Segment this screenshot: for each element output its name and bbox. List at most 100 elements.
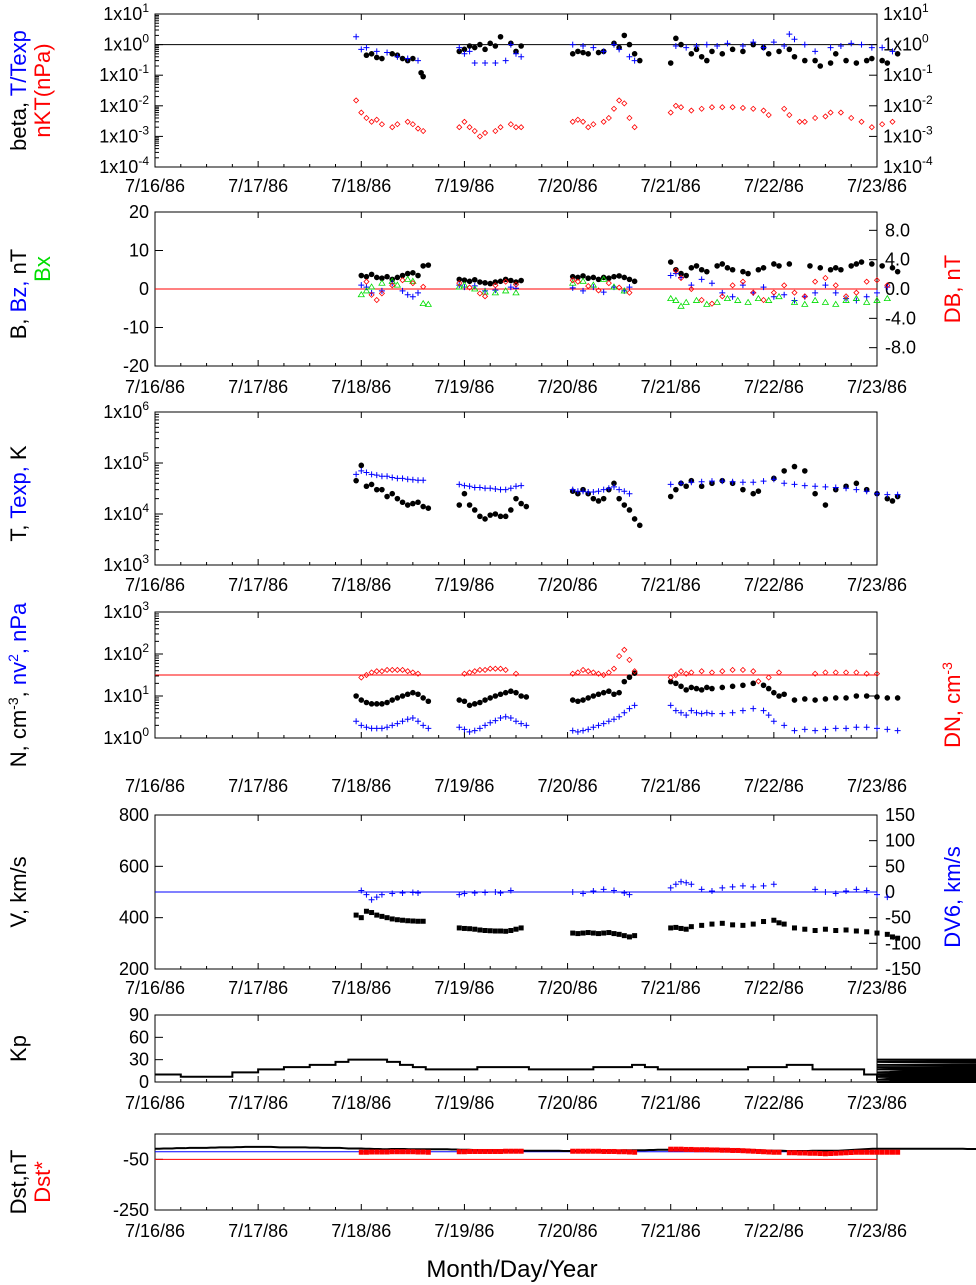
data-point	[410, 500, 416, 507]
plot-frame	[154, 1014, 878, 1083]
data-point	[672, 102, 679, 109]
data-point	[884, 931, 890, 937]
data-point	[786, 1150, 792, 1156]
x-tick-label: 7/19/86	[434, 1093, 494, 1113]
data-point	[781, 722, 788, 729]
data-point	[513, 50, 519, 57]
x-tick-label: 7/17/86	[228, 377, 288, 397]
data-point	[862, 298, 871, 305]
y-tick-label: 0	[139, 1072, 149, 1092]
data-point	[420, 695, 426, 701]
data-point	[379, 913, 385, 919]
data-point	[420, 127, 427, 135]
data-point	[487, 1148, 493, 1154]
y-tick-label: 400	[119, 908, 149, 928]
data-point	[466, 669, 473, 676]
data-point	[420, 283, 427, 290]
data-point	[368, 701, 375, 707]
data-point	[719, 884, 726, 891]
data-point	[812, 697, 818, 703]
data-point	[487, 40, 494, 47]
data-point	[610, 105, 618, 112]
data-point	[709, 921, 715, 927]
data-point	[477, 699, 483, 706]
y-right-tick-label: -150	[885, 959, 921, 979]
data-point	[765, 685, 772, 692]
data-point	[456, 925, 462, 931]
data-point	[801, 300, 809, 307]
data-point	[507, 485, 514, 492]
y-tick-label: 600	[119, 856, 149, 876]
data-point	[389, 916, 395, 922]
x-tick-label: 7/20/86	[538, 1093, 598, 1113]
x-tick-label: 7/22/86	[744, 1221, 804, 1241]
data-point	[590, 495, 597, 502]
data-point	[750, 490, 757, 497]
data-point	[879, 1149, 885, 1155]
data-point	[368, 51, 375, 57]
data-point	[698, 53, 705, 60]
data-point	[471, 276, 478, 283]
data-point	[502, 666, 509, 674]
x-tick-label: 7/22/86	[744, 1093, 804, 1113]
x-tick-label: 7/19/86	[434, 377, 494, 397]
data-point	[740, 1148, 746, 1154]
data-point	[363, 52, 370, 59]
data-point	[869, 1149, 875, 1155]
data-point	[688, 881, 695, 888]
data-point	[704, 684, 710, 691]
x-tick-label: 7/16/86	[125, 1221, 185, 1241]
data-point	[569, 277, 576, 284]
data-point	[378, 725, 385, 732]
data-point	[853, 724, 860, 731]
data-point	[373, 296, 380, 304]
data-point	[626, 656, 633, 663]
y-tick-label: 0	[139, 279, 149, 299]
data-point	[673, 680, 679, 687]
data-point	[575, 698, 581, 705]
data-point	[373, 725, 380, 732]
data-point	[760, 478, 767, 485]
data-point	[363, 1149, 369, 1155]
data-point	[580, 727, 587, 734]
data-point	[879, 263, 885, 269]
data-point	[842, 669, 850, 676]
data-point	[683, 483, 689, 490]
data-point	[853, 669, 860, 676]
data-point	[667, 702, 674, 709]
data-point	[585, 726, 592, 733]
data-point	[585, 668, 592, 675]
data-point	[760, 682, 767, 689]
data-point	[842, 296, 850, 303]
y-tick-label: 90	[129, 1005, 149, 1025]
data-point	[415, 1149, 421, 1155]
data-point	[389, 490, 396, 497]
data-point	[498, 1148, 504, 1154]
data-point	[832, 695, 839, 701]
data-point	[569, 486, 576, 493]
data-point	[477, 1148, 483, 1154]
data-point	[739, 104, 746, 112]
data-point	[482, 697, 488, 703]
series-red	[363, 267, 891, 307]
data-point	[853, 693, 860, 699]
data-point	[729, 709, 736, 716]
data-point	[471, 60, 478, 67]
data-point	[378, 668, 385, 675]
data-point	[466, 284, 473, 291]
data-point	[415, 272, 421, 279]
data-point	[569, 41, 576, 48]
data-point	[693, 685, 700, 692]
data-point	[843, 1150, 849, 1156]
data-point	[765, 51, 772, 57]
data-point	[569, 284, 576, 291]
data-point	[585, 1148, 591, 1154]
data-point	[610, 41, 617, 48]
data-point	[580, 930, 586, 936]
data-point	[832, 890, 839, 897]
y-tick-label: 1x10-2	[99, 93, 149, 116]
data-point	[739, 278, 746, 285]
data-point	[802, 468, 808, 474]
data-point	[467, 1148, 473, 1154]
data-point	[693, 46, 700, 53]
